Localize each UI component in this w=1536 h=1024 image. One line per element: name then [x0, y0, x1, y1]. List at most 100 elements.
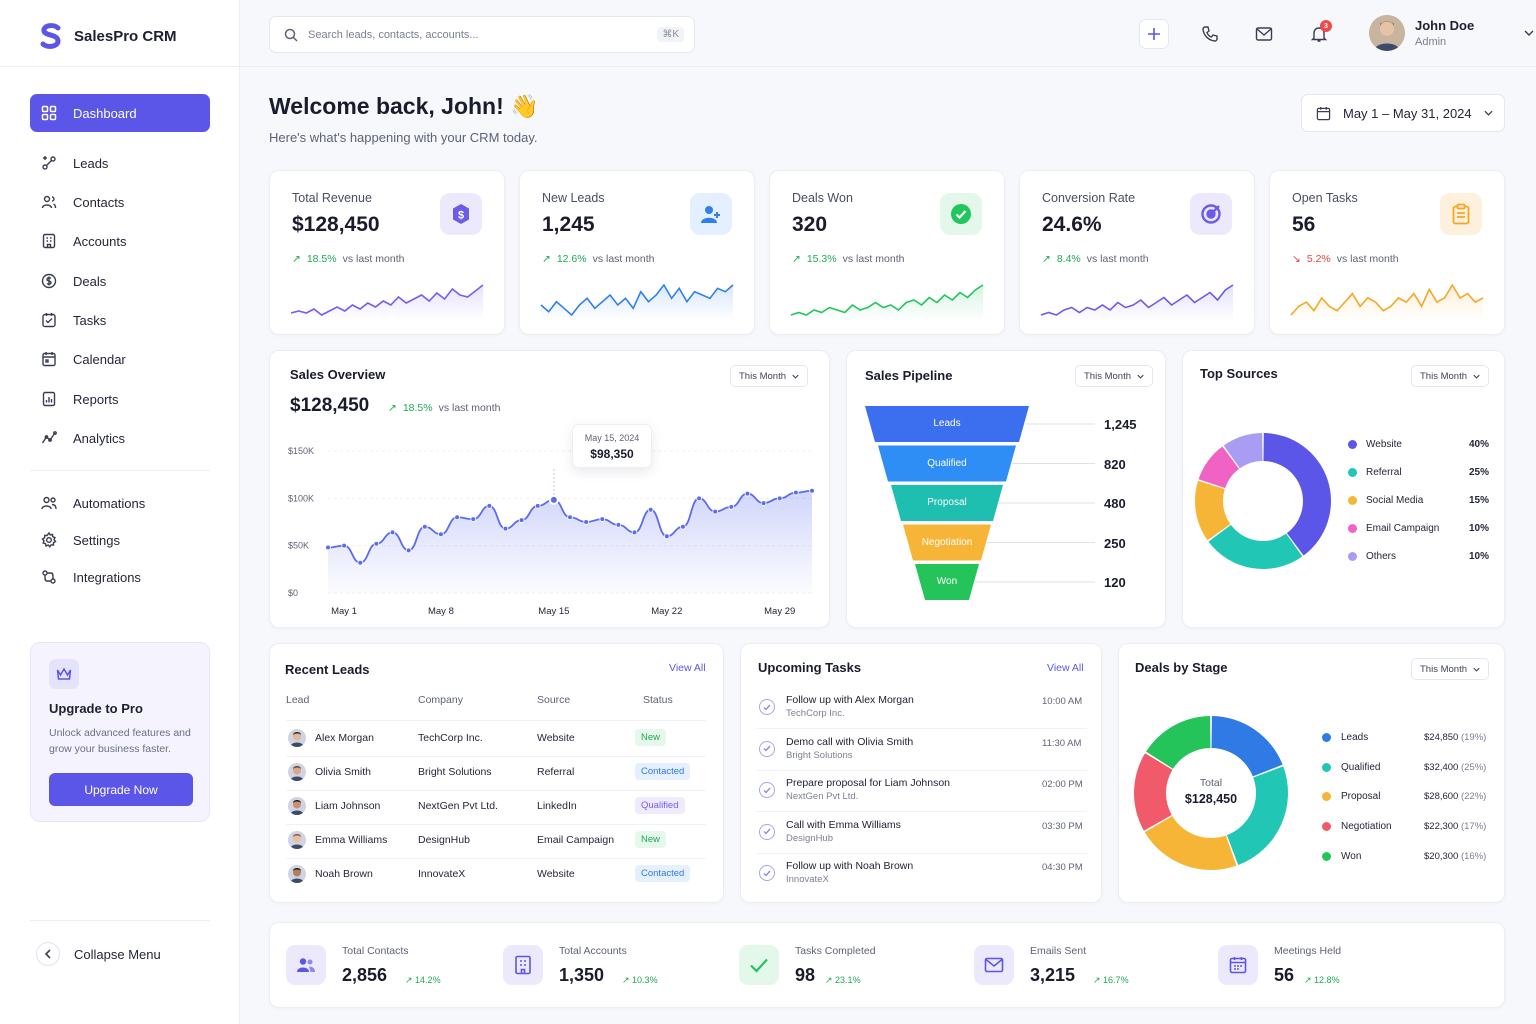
legend-dot	[1322, 792, 1331, 802]
sparkline-line	[1290, 283, 1484, 316]
upgrade-card: Upgrade to Pro Unlock advanced features …	[30, 642, 210, 822]
table-row[interactable]: Emma Williams DesignHub Email Campaign New	[270, 830, 725, 860]
table-row[interactable]: Noah Brown InnovateX Website Contacted	[270, 864, 725, 894]
task-item[interactable]: Demo call with Olivia Smith Bright Soluti…	[741, 736, 1103, 774]
data-point	[809, 487, 815, 494]
data-point	[341, 542, 347, 549]
period-dropdown[interactable]: This Month	[1411, 365, 1489, 387]
mail-icon	[1255, 27, 1273, 41]
task-item[interactable]: Prepare proposal for Liam Johnson NextGen…	[741, 777, 1103, 815]
divider	[757, 728, 1087, 729]
funnel-stage-leads	[865, 406, 1029, 442]
task-item[interactable]: Follow up with Alex Morgan TechCorp Inc. 1…	[741, 694, 1103, 732]
sales-total: $128,450	[290, 395, 370, 416]
sidebar-item-calendar[interactable]: Calendar	[30, 340, 210, 378]
task-item[interactable]: Follow up with Noah Brown InnovateX 04:30 …	[741, 860, 1103, 898]
donut-slice-won	[1146, 716, 1211, 769]
sales-overview-card: Sales Overview This Month $128,450 ↗ 18.…	[269, 350, 830, 628]
sparkline-line	[540, 283, 734, 317]
accounts-icon	[42, 233, 56, 249]
sidebar-item-dashboard[interactable]: Dashboard	[30, 94, 210, 132]
sidebar-item-accounts[interactable]: Accounts	[30, 222, 210, 260]
column-header: Status	[643, 694, 673, 706]
kpi-change-compare: vs last month	[592, 253, 655, 265]
donut-slice-others	[1223, 433, 1263, 469]
kpi-change: ↗ 18.5% vs last month	[292, 253, 404, 265]
sidebar-item-label: Automations	[73, 495, 146, 511]
search-bar[interactable]: ⌘K	[269, 16, 695, 53]
phone-button[interactable]	[1195, 19, 1225, 49]
data-point	[518, 517, 525, 523]
task-subtitle: NextGen Pvt Ltd.	[786, 791, 859, 802]
task-item[interactable]: Call with Emma Williams DesignHub 03:30 PM	[741, 819, 1103, 857]
search-input[interactable]	[308, 28, 648, 41]
page-title: Welcome back, John! 👋	[269, 93, 539, 119]
funnel-stage-won	[915, 564, 979, 600]
recent-leads-view-all-link[interactable]: View All	[669, 662, 706, 674]
legend-dot	[1348, 496, 1357, 505]
legend-dot	[1322, 733, 1331, 742]
sales-change-compare: vs last month	[438, 402, 501, 414]
mail-button[interactable]	[1249, 19, 1279, 49]
funnel-stage-label: Leads	[933, 418, 961, 429]
task-title: Follow up with Alex Morgan	[786, 694, 914, 706]
chart-tooltip: May 15, 2024 $98,350	[572, 424, 652, 468]
legend-label: Leads	[1341, 732, 1369, 743]
check-circle-icon[interactable]	[759, 865, 775, 881]
sidebar-item-contacts[interactable]: Contacts	[30, 183, 210, 221]
sidebar-item-leads[interactable]: Leads	[30, 144, 210, 182]
mail-icon	[974, 945, 1014, 985]
data-point	[744, 490, 751, 497]
kpi-change-compare: vs last month	[342, 253, 405, 265]
lead-name: Emma Williams	[315, 834, 388, 846]
sales-area-chart: $0 $50K $100K $150K May 1 May 8 May 15 May 22 Ma…	[288, 446, 815, 617]
data-point	[502, 525, 509, 532]
kpi-change-value: 8.4%	[1056, 253, 1081, 265]
tasks-title: Upcoming Tasks	[758, 660, 862, 675]
check-circle-icon[interactable]	[759, 699, 775, 715]
notifications-button[interactable]: 3	[1304, 19, 1334, 49]
stat-change: ↗ 16.7%	[1093, 975, 1129, 986]
sparkline-area	[1291, 285, 1483, 321]
sidebar-item-reports[interactable]: Reports	[30, 380, 210, 418]
table-row[interactable]: Olivia Smith Bright Solutions Referral Cont…	[270, 762, 725, 792]
contacts-icon	[41, 195, 57, 209]
sidebar-item-analytics[interactable]: Analytics	[30, 419, 210, 457]
divider	[30, 470, 210, 471]
tooltip-date: May 15, 2024	[584, 433, 640, 443]
user-menu[interactable]: John Doe Admin	[1369, 15, 1534, 51]
sidebar-item-deals[interactable]: Deals	[30, 262, 210, 300]
sidebar-item-label: Analytics	[73, 430, 126, 446]
check-circle-icon[interactable]	[759, 823, 775, 840]
tasks-view-all-link[interactable]: View All	[1047, 662, 1084, 674]
sidebar: SalesPro CRM Dashboard Leads Contacts Ac…	[0, 0, 240, 1024]
donut-slice-negotiation	[1134, 753, 1173, 831]
stat-total-accounts: Total Accounts 1,350 ↗ 10.3%	[503, 923, 713, 1009]
sales-change-value: 18.5%	[402, 402, 433, 414]
stat-change: ↗ 12.8%	[1304, 975, 1340, 986]
data-point	[567, 514, 573, 521]
date-range-picker[interactable]: May 1 – May 31, 2024	[1301, 94, 1505, 132]
period-dropdown[interactable]: This Month	[1075, 365, 1153, 387]
brand[interactable]: SalesPro CRM	[38, 22, 177, 50]
upgrade-now-button[interactable]: Upgrade Now	[49, 773, 193, 806]
lead-company: Bright Solutions	[418, 766, 492, 778]
collapse-menu-button[interactable]: Collapse Menu	[36, 942, 161, 966]
table-row[interactable]: Liam Johnson NextGen Pvt Ltd. LinkedIn Qual…	[270, 796, 725, 826]
legend-label: Negotiation	[1341, 821, 1392, 833]
table-row[interactable]: Alex Morgan TechCorp Inc. Website New	[270, 728, 725, 758]
stat-emails-sent: Emails Sent 3,215 ↗ 16.7%	[974, 923, 1184, 1009]
period-dropdown[interactable]: This Month	[730, 365, 808, 387]
sidebar-item-settings[interactable]: Settings	[30, 521, 210, 559]
add-button[interactable]	[1139, 19, 1169, 49]
sidebar-item-automations[interactable]: Automations	[30, 484, 210, 522]
check-circle-icon[interactable]	[759, 782, 775, 798]
stat-change: ↗ 23.1%	[825, 975, 861, 986]
sidebar-item-integrations[interactable]: Integrations	[30, 558, 210, 596]
check-circle-icon[interactable]	[759, 740, 775, 757]
legend-value: $24,850 (19%)	[1424, 732, 1486, 743]
stage-amount: $28,600	[1424, 791, 1459, 803]
sidebar-item-tasks[interactable]: Tasks	[30, 301, 210, 339]
period-dropdown[interactable]: This Month	[1411, 658, 1489, 680]
recent-leads-title: Recent Leads	[285, 662, 370, 677]
